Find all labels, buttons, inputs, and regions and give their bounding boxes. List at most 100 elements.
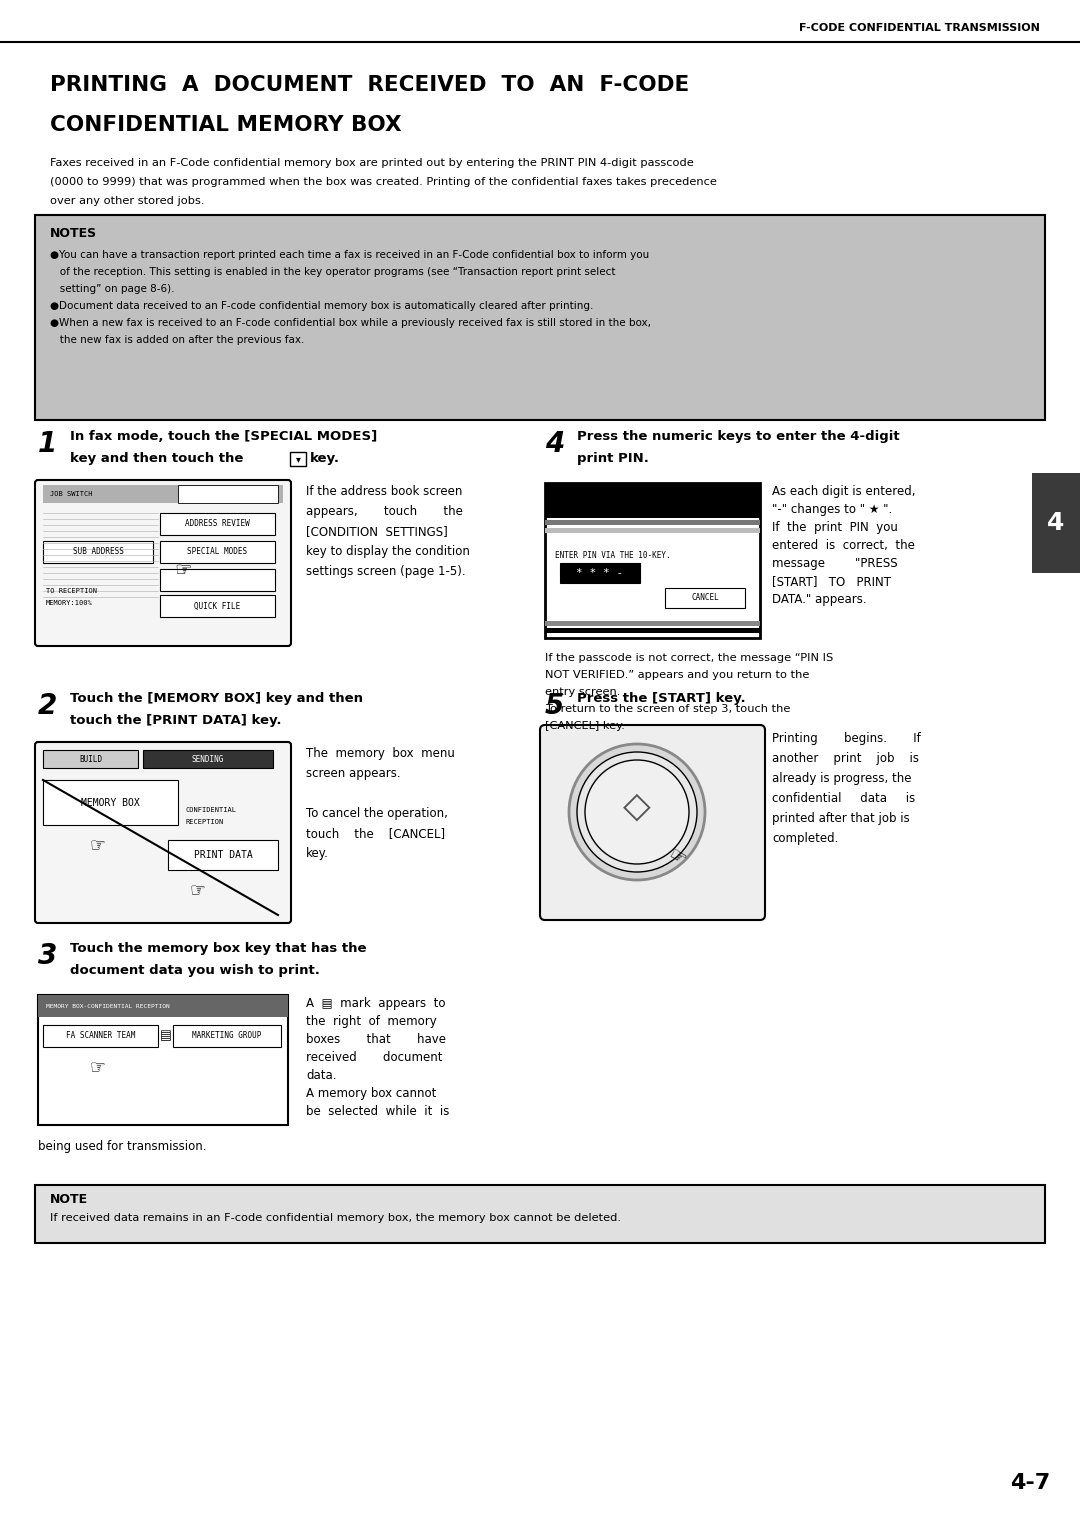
Text: 3: 3: [38, 941, 57, 970]
Text: CANCEL: CANCEL: [691, 593, 719, 602]
Text: Faxes received in an F-Code confidential memory box are printed out by entering : Faxes received in an F-Code confidential…: [50, 157, 693, 168]
Text: 1: 1: [38, 429, 57, 458]
Text: key to display the condition: key to display the condition: [306, 545, 470, 558]
Text: NOTE: NOTE: [50, 1193, 89, 1206]
Bar: [35, 215, 1045, 420]
Text: ▾: ▾: [296, 454, 300, 465]
Circle shape: [569, 744, 705, 880]
Text: Press the numeric keys to enter the 4-digit: Press the numeric keys to enter the 4-di…: [577, 429, 900, 443]
Text: ☞: ☞: [174, 561, 192, 581]
Text: touch the [PRINT DATA] key.: touch the [PRINT DATA] key.: [70, 714, 282, 727]
Text: boxes       that       have: boxes that have: [306, 1033, 446, 1047]
Text: SPECIAL MODES: SPECIAL MODES: [188, 547, 247, 556]
Text: In fax mode, touch the [SPECIAL MODES]: In fax mode, touch the [SPECIAL MODES]: [70, 429, 377, 443]
Text: NOTES: NOTES: [50, 228, 97, 240]
Bar: [35, 1186, 1045, 1242]
Text: ☞: ☞: [664, 845, 689, 869]
Text: key and then touch the: key and then touch the: [70, 452, 243, 465]
Text: To return to the screen of step 3, touch the: To return to the screen of step 3, touch…: [545, 704, 791, 714]
Text: Touch the memory box key that has the: Touch the memory box key that has the: [70, 941, 366, 955]
Text: 4-7: 4-7: [1010, 1473, 1050, 1493]
Text: FA SCANNER TEAM: FA SCANNER TEAM: [66, 1031, 135, 1041]
Text: To cancel the operation,: To cancel the operation,: [306, 807, 448, 821]
Text: ENTER PIN VIA THE 10-KEY.: ENTER PIN VIA THE 10-KEY.: [555, 552, 671, 559]
Text: CONFIDENTIAL MEMORY BOX: CONFIDENTIAL MEMORY BOX: [50, 115, 402, 134]
Text: If the passcode is not correct, the message “PIN IS: If the passcode is not correct, the mess…: [545, 652, 834, 663]
FancyBboxPatch shape: [540, 724, 765, 920]
Text: completed.: completed.: [772, 833, 838, 845]
Text: screen appears.: screen appears.: [306, 767, 401, 779]
Text: * * * -: * * * -: [577, 568, 623, 578]
Bar: [43, 1025, 158, 1047]
Bar: [561, 562, 640, 584]
Text: The  memory  box  menu: The memory box menu: [306, 747, 455, 759]
Text: Printing       begins.       If: Printing begins. If: [772, 732, 921, 746]
Text: [CANCEL] key.: [CANCEL] key.: [545, 721, 625, 730]
Bar: [545, 483, 760, 518]
Text: NOT VERIFIED.” appears and you return to the: NOT VERIFIED.” appears and you return to…: [545, 669, 809, 680]
Bar: [291, 452, 306, 466]
Text: touch    the    [CANCEL]: touch the [CANCEL]: [306, 827, 445, 840]
Bar: [160, 568, 275, 591]
Text: message        "PRESS: message "PRESS: [772, 558, 897, 570]
Text: [START]   TO   PRINT: [START] TO PRINT: [772, 575, 891, 588]
Bar: [178, 484, 278, 503]
Bar: [545, 520, 760, 526]
Circle shape: [577, 752, 697, 872]
Text: QUICK FILE: QUICK FILE: [194, 602, 241, 611]
Text: key.: key.: [310, 452, 340, 465]
Text: F-CODE CONFIDENTIAL TRANSMISSION: F-CODE CONFIDENTIAL TRANSMISSION: [799, 23, 1040, 34]
Text: print PIN.: print PIN.: [577, 452, 649, 465]
Text: MEMORY BOX-CONFIDENTIAL RECEPTION: MEMORY BOX-CONFIDENTIAL RECEPTION: [46, 1004, 170, 1008]
Text: ●Document data received to an F-code confidential memory box is automatically cl: ●Document data received to an F-code con…: [50, 301, 593, 312]
Text: PRINT DATA: PRINT DATA: [193, 850, 253, 860]
Text: SUB ADDRESS: SUB ADDRESS: [72, 547, 123, 556]
Bar: [38, 995, 288, 1018]
Bar: [160, 541, 275, 562]
Text: of the reception. This setting is enabled in the key operator programs (see “Tra: of the reception. This setting is enable…: [50, 267, 616, 277]
Text: appears,       touch       the: appears, touch the: [306, 504, 463, 518]
Text: ☞: ☞: [190, 882, 206, 898]
Text: 4: 4: [1048, 510, 1065, 535]
Text: ☞: ☞: [90, 836, 106, 854]
Text: the new fax is added on after the previous fax.: the new fax is added on after the previo…: [50, 335, 305, 345]
Text: confidential     data     is: confidential data is: [772, 792, 915, 805]
Text: A memory box cannot: A memory box cannot: [306, 1086, 436, 1100]
Text: ◇: ◇: [623, 790, 651, 824]
Text: CONFIDENTIAL: CONFIDENTIAL: [186, 807, 237, 813]
Bar: [43, 779, 178, 825]
Text: be  selected  while  it  is: be selected while it is: [306, 1105, 449, 1118]
Text: JOB SWITCH: JOB SWITCH: [50, 490, 93, 497]
Text: printed after that job is: printed after that job is: [772, 811, 909, 825]
Bar: [168, 840, 278, 869]
Text: already is progress, the: already is progress, the: [772, 772, 912, 785]
Text: the  right  of  memory: the right of memory: [306, 1015, 436, 1028]
Text: PRINTING  A  DOCUMENT  RECEIVED  TO  AN  F-CODE: PRINTING A DOCUMENT RECEIVED TO AN F-COD…: [50, 75, 689, 95]
Text: key.: key.: [306, 847, 329, 860]
Bar: [173, 1025, 281, 1047]
Text: document data you wish to print.: document data you wish to print.: [70, 964, 320, 976]
Bar: [43, 484, 283, 503]
Text: entered  is  correct,  the: entered is correct, the: [772, 539, 915, 552]
Text: ☞: ☞: [90, 1057, 106, 1076]
Text: As each digit is entered,: As each digit is entered,: [772, 484, 916, 498]
Text: received       document: received document: [306, 1051, 443, 1063]
Text: [CONDITION  SETTINGS]: [CONDITION SETTINGS]: [306, 526, 448, 538]
Text: RECEPTION: RECEPTION: [186, 819, 225, 825]
Text: ▤: ▤: [160, 1030, 172, 1042]
Bar: [160, 594, 275, 617]
Text: Press the [START] key.: Press the [START] key.: [577, 692, 745, 704]
Bar: [43, 541, 153, 562]
Bar: [1032, 474, 1080, 573]
Text: If  the  print  PIN  you: If the print PIN you: [772, 521, 897, 533]
Text: MARKETING GROUP: MARKETING GROUP: [192, 1031, 261, 1041]
Text: 5: 5: [545, 692, 564, 720]
Text: SENDING: SENDING: [192, 755, 225, 764]
Bar: [38, 995, 288, 1125]
Bar: [665, 588, 745, 608]
Text: entry screen.: entry screen.: [545, 688, 620, 697]
Text: DATA." appears.: DATA." appears.: [772, 593, 866, 607]
Text: If the address book screen: If the address book screen: [306, 484, 462, 498]
Text: ●You can have a transaction report printed each time a fax is received in an F-C: ●You can have a transaction report print…: [50, 251, 649, 260]
Text: A  ▤  mark  appears  to: A ▤ mark appears to: [306, 996, 446, 1010]
